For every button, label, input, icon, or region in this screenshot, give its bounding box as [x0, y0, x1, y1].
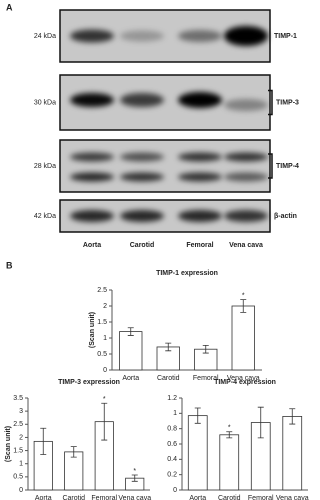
blot-band	[120, 30, 164, 42]
x-tick-label: Aorta	[189, 495, 206, 500]
blot-band	[120, 93, 164, 107]
significance-marker: *	[103, 396, 106, 403]
bar	[231, 305, 255, 371]
protein-label: TIMP-3	[276, 99, 299, 106]
y-tick-label: 2.5	[97, 287, 107, 294]
bar	[219, 434, 240, 491]
chart-title: TIMP-3 expression	[58, 379, 120, 386]
y-tick-label: 0.2	[167, 472, 177, 479]
x-tick-label: Femoral	[91, 495, 117, 500]
x-tick-label: Aorta	[122, 375, 139, 382]
chart-title: TIMP-1 expression	[156, 270, 218, 277]
error-bar	[131, 474, 138, 482]
blot-band	[70, 172, 114, 182]
significance-marker: *	[242, 292, 245, 299]
blot-frame	[59, 139, 271, 193]
molecular-weight: 30 kDa	[34, 99, 56, 106]
blot-band	[178, 30, 222, 42]
error-bar	[194, 407, 201, 424]
error-bar	[257, 406, 264, 439]
blot-band	[224, 152, 268, 162]
y-tick-label: 0.6	[167, 441, 177, 448]
bar	[282, 415, 303, 491]
y-axis-label: (Scan unit)	[5, 426, 12, 462]
lane-label: Carotid	[130, 242, 155, 249]
blot-band	[224, 210, 268, 222]
y-tick-label: 3	[19, 408, 23, 415]
lane-label: Aorta	[83, 242, 101, 249]
bar	[187, 415, 208, 491]
error-bar	[101, 402, 108, 441]
protein-label: TIMP-1	[274, 33, 297, 40]
x-tick-label: Aorta	[35, 495, 52, 500]
bar	[64, 451, 84, 491]
bracket	[268, 89, 273, 116]
error-bar	[127, 327, 134, 336]
blot-band	[178, 152, 222, 162]
significance-marker: *	[133, 468, 136, 475]
x-tick-label: Vena cava	[276, 495, 309, 500]
error-bar	[40, 427, 47, 455]
y-tick-label: 2	[103, 303, 107, 310]
blot-band	[120, 152, 164, 162]
protein-label: TIMP-4	[276, 163, 299, 170]
error-bar	[226, 431, 233, 439]
error-bar	[289, 408, 296, 425]
blot-band	[224, 26, 268, 46]
panel-label: A	[6, 2, 13, 12]
x-tick-label: Femoral	[248, 495, 274, 500]
panel-label: B	[6, 260, 13, 270]
blot-band	[224, 172, 268, 182]
bracket	[268, 153, 273, 179]
blot-band	[70, 29, 114, 43]
y-tick-label: 0.5	[97, 351, 107, 358]
significance-marker: *	[228, 425, 231, 432]
y-tick-label: 0.5	[13, 474, 23, 481]
x-tick-label: Vena cava	[118, 495, 151, 500]
y-tick-label: 0.8	[167, 426, 177, 433]
protein-label: β-actin	[274, 213, 297, 220]
blot-band	[224, 99, 268, 111]
blot-band	[178, 92, 222, 108]
y-tick-label: 3.5	[13, 395, 23, 402]
x-tick-label: Vena cava	[227, 375, 260, 382]
blot-band	[120, 210, 164, 222]
y-tick-label: 1.5	[13, 447, 23, 454]
blot-band	[70, 93, 114, 107]
x-tick-label: Carotid	[218, 495, 241, 500]
y-tick-label: 1.2	[167, 395, 177, 402]
y-axis-label: (Scan unit)	[89, 312, 96, 348]
bar	[119, 331, 143, 371]
y-tick-label: 2.5	[13, 421, 23, 428]
error-bar	[202, 344, 209, 354]
y-tick-label: 1.5	[97, 319, 107, 326]
lane-label: Femoral	[186, 242, 213, 249]
x-tick-label: Carotid	[157, 375, 180, 382]
blot-band	[120, 172, 164, 182]
blot-band	[70, 152, 114, 162]
error-bar	[70, 446, 77, 458]
y-tick-label: 0	[103, 367, 107, 374]
lane-label: Vena cava	[229, 242, 263, 249]
y-tick-label: 0	[173, 487, 177, 494]
y-tick-label: 0	[19, 487, 23, 494]
y-tick-label: 0.4	[167, 456, 177, 463]
molecular-weight: 42 kDa	[34, 213, 56, 220]
y-tick-label: 1	[173, 410, 177, 417]
blot-band	[70, 210, 114, 222]
error-bar	[165, 342, 172, 352]
x-tick-label: Femoral	[193, 375, 219, 382]
y-tick-label: 2	[19, 434, 23, 441]
blot-band	[178, 210, 222, 222]
chart-title: TIMP-4 expression	[214, 379, 276, 386]
figure: A B 24 kDa TIMP-1 30 kDa TIMP-3 28 kDa TIMP-4…	[5, 2, 309, 500]
y-tick-label: 1	[19, 461, 23, 468]
molecular-weight: 24 kDa	[34, 33, 56, 40]
y-tick-label: 1	[103, 335, 107, 342]
error-bar	[240, 299, 247, 313]
x-tick-label: Carotid	[62, 495, 85, 500]
molecular-weight: 28 kDa	[34, 163, 56, 170]
blot-band	[178, 172, 222, 182]
